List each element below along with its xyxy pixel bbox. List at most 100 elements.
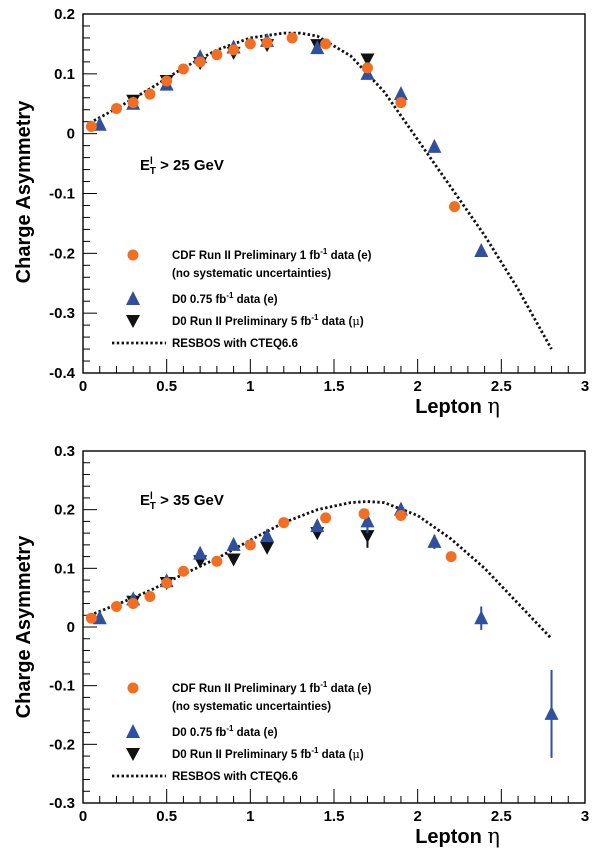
d0-electron-point [260,528,275,543]
chart-panel-2: 0 0.5 1 1.5 2 2.5 3 -0.3 -0.2 -0.1 0 0.1 0.2 0.3 Charg… [13,443,589,848]
cdf-point [85,612,97,624]
legend-d0e-tail: data (e) [233,294,277,306]
cdf-point [161,75,173,87]
d0-muon-point [260,541,275,555]
y-tick-label: 0.2 [54,502,75,519]
d0-electron-point [310,40,325,55]
cdf-point [177,63,189,75]
d0-electron-point [474,242,489,257]
legend-cdf-label: CDF Run II Preliminary 1 fb-1 data (e) [172,247,372,262]
cdf-point [361,62,373,74]
y-tick-label: 0 [67,126,75,143]
x-tick-label: 0 [79,808,87,825]
cut-annotation: El T > 35 GeV [140,491,224,512]
cdf-point [127,598,139,610]
legend-resbos-label: RESBOS with CTEQ6.6 [172,771,298,783]
cut-superscript: l [150,156,153,167]
cdf-point [445,551,457,563]
cdf-point [395,97,407,109]
legend-d0mu-text: D0 Run II Preliminary 5 fb [172,316,311,328]
x-tick-label: 2 [413,808,421,825]
legend-cdf-text: CDF Run II Preliminary 1 fb [172,250,320,262]
legend-d0e-marker [126,724,140,738]
y-axis-label: Charge Asymmetry [13,535,35,719]
cdf-point [177,565,189,577]
cdf-point [144,88,156,100]
legend-d0mu-marker [126,315,140,328]
legend-cdf-marker [127,249,139,261]
legend-d0mu-label: D0 Run II Preliminary 5 fb-1 data (μ) [172,746,364,761]
legend-cdf-marker [127,682,139,694]
x-tick-label: 1.5 [324,808,345,825]
x-tick-label: 2.5 [491,378,512,395]
legend-d0e-sup: -1 [226,291,234,300]
legend-d0mu-close: ) [360,316,364,328]
legend-cdf-note: (no systematic uncertainties) [172,268,331,280]
y-tick-label: 0.1 [54,66,75,83]
resbos-curve [89,31,553,350]
x-axis-label-text: Lepton [415,396,487,418]
x-tick-label: 1 [246,378,254,395]
d0-electron-point [544,705,559,720]
cdf-point [448,201,460,213]
cdf-point [85,120,97,132]
legend-d0e-text: D0 0.75 fb [172,294,226,306]
y-tick-label: -0.3 [49,305,75,322]
y-tick-label: 0.2 [54,6,75,23]
legend-d0e-sup: -1 [226,724,234,733]
cdf-point [211,49,223,61]
cdf-point [320,512,332,524]
x-tick-label: 0 [79,378,87,395]
cut-e: E [140,492,150,509]
cdf-point [244,539,256,551]
legend-d0mu-label: D0 Run II Preliminary 5 fb-1 data (μ) [172,313,364,328]
x-axis-label-symbol: η [487,824,500,848]
chart-panel-1: 0 0.5 1 1.5 2 2.5 3 -0.4 -0.3 -0.2 -0.1 0 0.1 0.2 Char… [13,6,589,418]
cdf-point [110,600,122,612]
cdf-point [110,103,122,115]
legend-cdf-tail: data (e) [327,683,371,695]
x-axis-label: Lepton η [415,824,500,848]
d0-electron-point [427,533,442,548]
d0-electron-point [226,536,241,551]
d0-electron-point [427,138,442,153]
y-axis-label: Charge Asymmetry [13,100,35,284]
cdf-point [278,517,290,529]
x-tick-label: 1 [246,808,254,825]
legend-d0e-label: D0 0.75 fb-1 data (e) [172,724,278,739]
d0-muon-point [360,530,375,544]
legend-cdf-sup: -1 [320,680,328,689]
x-tick-label: 0.5 [156,378,177,395]
cdf-point [358,508,370,520]
cdf-point [211,555,223,567]
cut-subscript: T [150,166,156,177]
legend-d0mu-mid: data ( [318,316,352,328]
y-tick-label: -0.3 [49,795,75,812]
y-tick-label: -0.4 [49,365,76,382]
x-axis-label-symbol: η [487,394,500,418]
cut-e: E [140,157,150,174]
legend-cdf-sup: -1 [320,247,328,256]
d0-electron-point [393,86,408,101]
cdf-point [127,97,139,109]
d0-electron-point [193,545,208,560]
d0-muon-point [360,53,375,67]
legend-d0mu-close: ) [360,749,364,761]
x-tick-label: 0.5 [156,808,177,825]
d0-electron-point [360,513,375,528]
x-tick-label: 3 [581,378,589,395]
y-tick-label: -0.1 [49,186,75,203]
legend: CDF Run II Preliminary 1 fb-1 data (e)(n… [112,247,372,350]
legend: CDF Run II Preliminary 1 fb-1 data (e)(n… [112,680,372,783]
cut-text: > 25 GeV [156,157,224,174]
y-tick-label: 0.3 [54,443,75,460]
cut-subscript: T [150,501,156,512]
legend-d0mu-marker [126,748,140,761]
x-tick-label: 2.5 [491,808,512,825]
legend-d0mu-mid: data ( [318,749,352,761]
legend-d0mu-sup: -1 [311,746,319,755]
y-tick-label: 0.1 [54,560,75,577]
cut-annotation: El T > 25 GeV [140,156,224,177]
legend-cdf-label: CDF Run II Preliminary 1 fb-1 data (e) [172,680,372,695]
